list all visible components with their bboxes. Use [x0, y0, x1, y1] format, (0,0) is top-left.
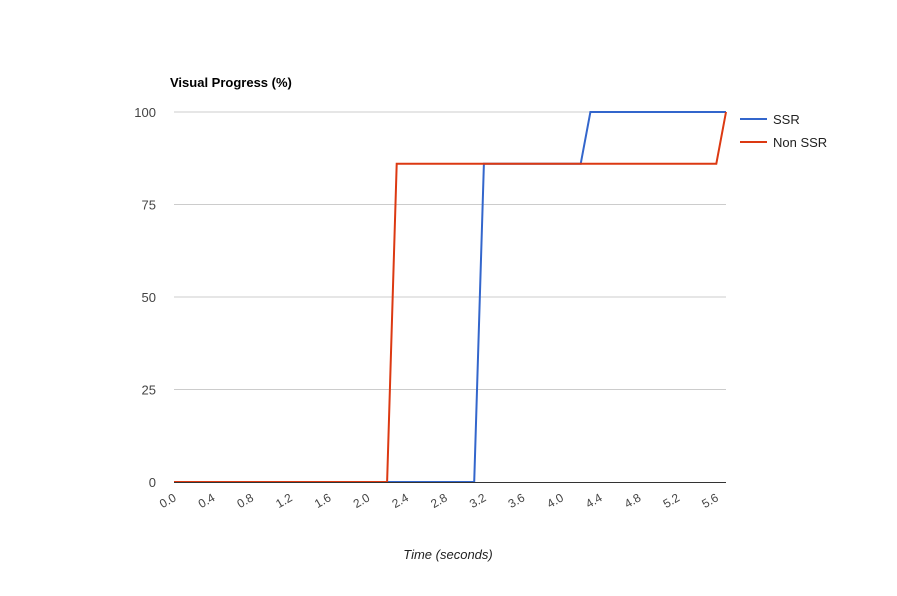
- legend: SSR Non SSR: [740, 112, 827, 150]
- x-axis-ticks: 0.0 0.4 0.8 1.2 1.6 2.0 2.4 2.8 3.2 3.6 4.0 4.4 4.8 5…: [157, 490, 721, 511]
- x-tick-label: 4.0: [544, 490, 566, 511]
- x-axis-label: Time (seconds): [403, 547, 492, 562]
- chart-title: Visual Progress (%): [170, 75, 292, 90]
- x-tick-label: 5.6: [699, 490, 721, 511]
- legend-label: Non SSR: [773, 135, 827, 150]
- x-tick-label: 3.6: [506, 490, 528, 511]
- x-tick-label: 0.0: [157, 490, 179, 511]
- x-tick-label: 3.2: [467, 490, 489, 511]
- x-tick-label: 2.0: [351, 490, 373, 511]
- x-tick-label: 0.4: [196, 490, 218, 511]
- y-axis-ticks: 0 25 50 75 100: [134, 105, 156, 490]
- x-tick-label: 5.2: [661, 490, 683, 511]
- x-tick-label: 2.8: [428, 490, 450, 511]
- x-tick-label: 0.8: [235, 490, 257, 511]
- gridlines: [174, 111, 726, 390]
- x-tick-label: 4.8: [622, 490, 644, 511]
- x-tick-label: 1.2: [273, 490, 295, 511]
- y-tick-label: 25: [142, 383, 156, 398]
- y-tick-label: 75: [142, 198, 156, 213]
- y-tick-label: 50: [142, 290, 156, 305]
- y-tick-label: 0: [149, 475, 156, 490]
- x-tick-label: 4.4: [583, 490, 605, 511]
- legend-label: SSR: [773, 112, 800, 127]
- x-tick-label: 2.4: [389, 490, 411, 511]
- y-tick-label: 100: [134, 105, 156, 120]
- x-tick-label: 1.6: [312, 490, 334, 511]
